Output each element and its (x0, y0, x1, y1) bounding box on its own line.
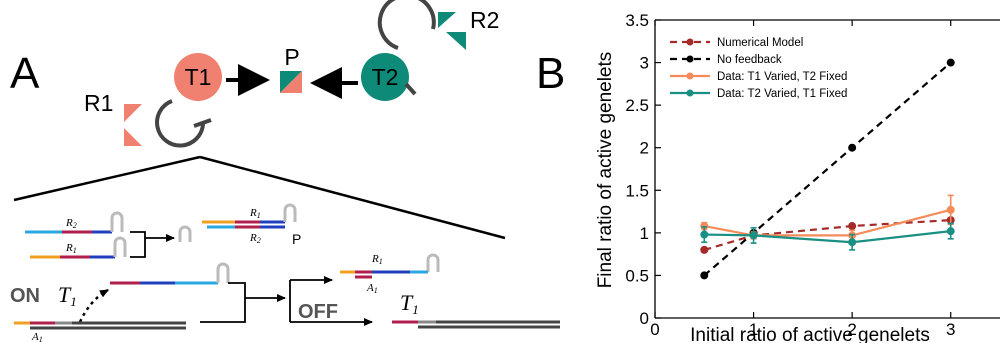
p-square (280, 71, 302, 93)
t1-repression-bar (193, 118, 212, 128)
data-point (946, 205, 955, 214)
legend-marker (686, 89, 694, 97)
x-axis-title: Initial ratio of active genelets (690, 325, 930, 343)
t1-on-label: T1 (58, 282, 77, 309)
legend-label: Data: T1 Varied, T2 Fixed (717, 71, 847, 83)
t1-activation-arrow (78, 288, 109, 323)
genelet-off (392, 320, 560, 329)
series-line (703, 218, 951, 251)
y-tick-label: 0 (640, 309, 649, 328)
y-tick-label: 0.5 (625, 266, 649, 285)
on-label: ON (10, 285, 40, 307)
chart: 0 0.5 1 1.5 2 2.5 3 3.5 0 1 2 3 Initial ratio of act… (595, 11, 1000, 343)
legend-marker (686, 72, 694, 80)
panel-a: A T1 T2 P R1 R2 (10, 0, 560, 343)
data-point (700, 222, 709, 231)
series-line (704, 208, 951, 237)
r1-label: R1 (84, 90, 113, 116)
data-point (946, 58, 955, 67)
p-label: P (284, 44, 299, 70)
strand-label-r1-mid: R1 (65, 242, 77, 255)
t2-label: T2 (372, 64, 399, 90)
data-point (848, 238, 857, 247)
strand-label-a1-off: A1 (366, 282, 378, 295)
panel-b-letter: B (536, 49, 565, 98)
legend-label: No feedback (717, 54, 782, 66)
y-tick-label: 3.5 (625, 11, 649, 30)
x-tick-label: 0 (650, 320, 659, 339)
strand-label-r1-right: R1 (249, 207, 261, 220)
strand-label-a1-bottom: A1 (31, 331, 43, 343)
data-point (700, 271, 709, 280)
legend-label: Numerical Model (717, 37, 803, 49)
data-point (848, 222, 857, 231)
t2-repression-loop (377, 0, 436, 50)
data-point (700, 245, 709, 254)
panel-a-letter: A (10, 49, 40, 98)
r1-triangle-bottom (124, 128, 142, 146)
strand-label-r2-right: R2 (249, 232, 261, 245)
r2-triangle-left (438, 12, 456, 28)
data-point (749, 231, 758, 240)
series-line (704, 230, 951, 244)
data-point (700, 230, 709, 239)
x-tick-label: 1 (749, 320, 758, 339)
strand-middle (110, 262, 230, 285)
y-axis-title: Final ratio of active genelets (595, 52, 616, 289)
genelet-on: A1 (14, 321, 186, 343)
bracket-middle (200, 282, 246, 323)
x-tick-label: 3 (946, 320, 955, 339)
data-point (848, 143, 857, 152)
legend-marker (686, 55, 694, 63)
bracket-left (130, 231, 146, 258)
y-tick-label: 1 (640, 224, 649, 243)
zoom-line-right (199, 155, 506, 240)
t1-label: T1 (185, 64, 212, 90)
zoom-line-left (13, 155, 201, 202)
strand-off-top: R1 A1 (340, 253, 440, 295)
t2-node (361, 53, 409, 101)
t1-node (174, 53, 222, 101)
strand-duplex-right: R1 R2 P (202, 203, 301, 247)
t2-repression-bar (404, 82, 417, 96)
x-tick-label: 2 (847, 320, 856, 339)
released-hairpin (178, 225, 192, 242)
legend-label: Data: T2 Varied, T1 Fixed (717, 88, 847, 100)
t1-off-label: T1 (400, 290, 419, 317)
legend-marker (686, 38, 694, 46)
r1-triangle-top (124, 104, 142, 122)
data-point (946, 227, 955, 236)
t1-repression-loop (155, 99, 205, 148)
strand-label-p: P (292, 231, 301, 247)
y-tick-label: 1.5 (625, 181, 649, 200)
y-tick-label: 3 (640, 54, 649, 73)
strand-label-r2-top: R2 (65, 217, 77, 230)
r2-label: R2 (470, 7, 499, 33)
strand-label-r1-off: R1 (371, 253, 383, 266)
off-label: OFF (298, 301, 338, 323)
y-tick-label: 2 (640, 139, 649, 158)
strand-pair-left: R2 R1 (25, 211, 127, 259)
r2-triangle-right (446, 32, 466, 50)
y-tick-label: 2.5 (625, 96, 649, 115)
